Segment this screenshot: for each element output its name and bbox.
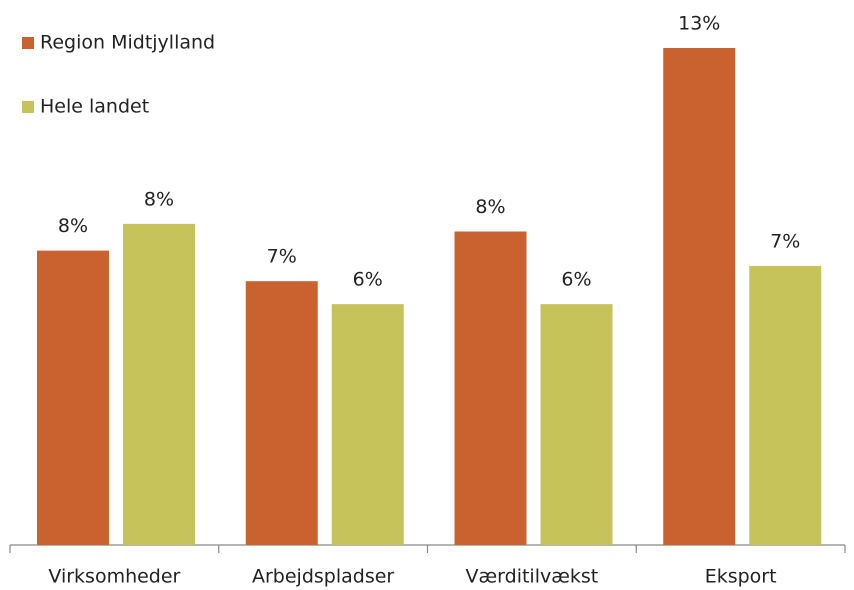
x-tick-label: Værditilvækst: [466, 566, 599, 588]
data-label: 6%: [561, 269, 591, 291]
legend-label: Hele landet: [40, 96, 149, 118]
bar: [331, 304, 404, 545]
legend-label: Region Midtjylland: [40, 32, 215, 54]
data-label: 7%: [267, 246, 297, 268]
bar: [540, 304, 613, 545]
data-label: 7%: [770, 230, 800, 252]
data-label: 8%: [58, 215, 88, 237]
bar: [123, 223, 195, 545]
data-label: 8%: [475, 196, 505, 218]
bar: [454, 231, 527, 545]
legend-swatch: [22, 101, 34, 113]
bar: [245, 281, 318, 545]
bar: [37, 250, 109, 545]
bar: [749, 265, 822, 545]
data-label: 6%: [353, 269, 383, 291]
data-label: 8%: [144, 188, 174, 210]
x-tick-label: Virksomheder: [48, 566, 180, 588]
legend-swatch: [22, 37, 34, 49]
x-tick-label: Eksport: [705, 566, 777, 588]
x-tick-label: Arbejdspladser: [252, 566, 394, 588]
data-label: 13%: [678, 13, 720, 35]
bar: [663, 48, 736, 545]
